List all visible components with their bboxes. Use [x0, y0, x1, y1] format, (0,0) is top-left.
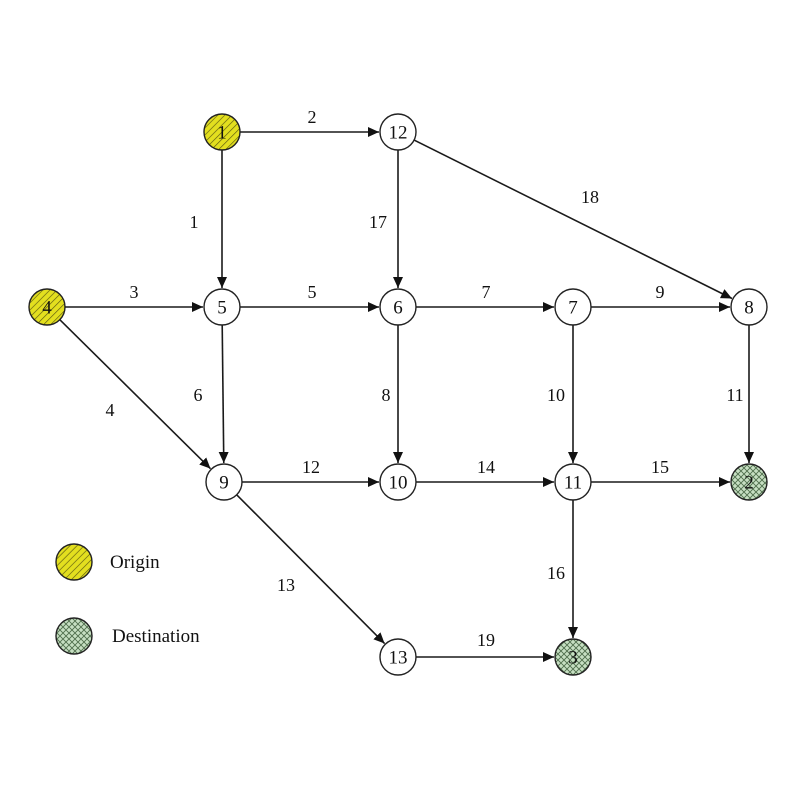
- edge-1: 1: [190, 150, 227, 288]
- edge-12: 12: [242, 457, 379, 487]
- edge-label-9: 9: [656, 282, 665, 302]
- edge-line-18: [413, 139, 733, 300]
- edge-label-1: 1: [190, 212, 199, 232]
- legend-origin-swatch: [55, 543, 93, 581]
- edge-5: 5: [240, 282, 379, 312]
- edge-label-18: 18: [581, 187, 599, 207]
- node-circle-6: [379, 288, 417, 326]
- node-label-8: 8: [744, 298, 754, 319]
- node-label-2: 2: [744, 473, 754, 494]
- node-11: 11: [554, 463, 592, 501]
- node-3: 3: [554, 638, 592, 676]
- edge-line-13: [236, 494, 386, 645]
- node-13: 13: [379, 638, 417, 676]
- edge-label-12: 12: [302, 457, 320, 477]
- node-label-13: 13: [389, 648, 408, 669]
- edge-4: 4: [59, 319, 212, 470]
- node-8: 8: [730, 288, 768, 326]
- edge-13: 13: [236, 494, 386, 645]
- edge-3: 3: [65, 282, 203, 312]
- node-circle-2: [730, 463, 768, 501]
- node-1: 1: [203, 113, 241, 151]
- node-10: 10: [379, 463, 417, 501]
- legend-origin-label: Origin: [110, 552, 160, 573]
- edge-label-19: 19: [477, 630, 495, 650]
- edge-8: 8: [382, 325, 403, 463]
- node-2: 2: [730, 463, 768, 501]
- edge-label-10: 10: [547, 385, 565, 405]
- legend-destination-swatch: [55, 617, 93, 655]
- node-label-12: 12: [389, 123, 408, 144]
- node-7: 7: [554, 288, 592, 326]
- edge-label-8: 8: [382, 385, 391, 405]
- node-label-11: 11: [564, 473, 582, 494]
- node-label-9: 9: [219, 473, 229, 494]
- edge-6: 6: [194, 324, 229, 464]
- edge-label-13: 13: [277, 575, 295, 595]
- edge-11: 11: [726, 325, 754, 463]
- node-circle-5: [203, 288, 241, 326]
- edge-label-3: 3: [130, 282, 139, 302]
- node-4: 4: [28, 288, 66, 326]
- legend-destination: Destination: [55, 617, 200, 655]
- edge-label-4: 4: [106, 400, 115, 420]
- edge-15: 15: [591, 457, 730, 487]
- edge-line-6: [218, 324, 229, 464]
- edge-9: 9: [591, 282, 730, 312]
- node-label-4: 4: [42, 298, 52, 319]
- edge-label-7: 7: [482, 282, 491, 302]
- node-circle-1: [203, 113, 241, 151]
- node-label-5: 5: [217, 298, 227, 319]
- node-circle-10: [379, 463, 417, 501]
- edge-label-14: 14: [477, 457, 495, 477]
- edge-17: 17: [369, 150, 403, 288]
- node-label-6: 6: [393, 298, 403, 319]
- node-circle-8: [730, 288, 768, 326]
- edge-7: 7: [416, 282, 554, 312]
- node-circle-7: [554, 288, 592, 326]
- node-label-10: 10: [389, 473, 408, 494]
- node-circle-13: [379, 638, 417, 676]
- edge-label-15: 15: [651, 457, 669, 477]
- edge-19: 19: [416, 630, 554, 662]
- node-12: 12: [379, 113, 417, 151]
- edge-label-2: 2: [308, 107, 317, 127]
- node-circle-3: [554, 638, 592, 676]
- edge-line-4: [59, 319, 212, 470]
- legend-destination-label: Destination: [112, 626, 200, 647]
- edge-18: 18: [413, 139, 733, 300]
- legend: Origin Destination: [55, 543, 200, 655]
- node-9: 9: [205, 463, 243, 501]
- node-5: 5: [203, 288, 241, 326]
- edge-14: 14: [416, 457, 554, 487]
- node-6: 6: [379, 288, 417, 326]
- edge-label-16: 16: [547, 563, 565, 583]
- edge-10: 10: [547, 325, 578, 463]
- edge-label-5: 5: [308, 282, 317, 302]
- node-circle-11: [554, 463, 592, 501]
- edge-label-11: 11: [726, 385, 743, 405]
- legend-origin: Origin: [55, 543, 160, 581]
- node-label-7: 7: [568, 298, 578, 319]
- node-label-1: 1: [217, 123, 227, 144]
- node-circle-9: [205, 463, 243, 501]
- node-circle-12: [379, 113, 417, 151]
- node-label-3: 3: [568, 648, 578, 669]
- edge-label-6: 6: [194, 385, 203, 405]
- node-circle-4: [28, 288, 66, 326]
- edge-2: 2: [240, 107, 379, 137]
- edge-16: 16: [547, 500, 578, 638]
- edge-label-17: 17: [369, 212, 387, 232]
